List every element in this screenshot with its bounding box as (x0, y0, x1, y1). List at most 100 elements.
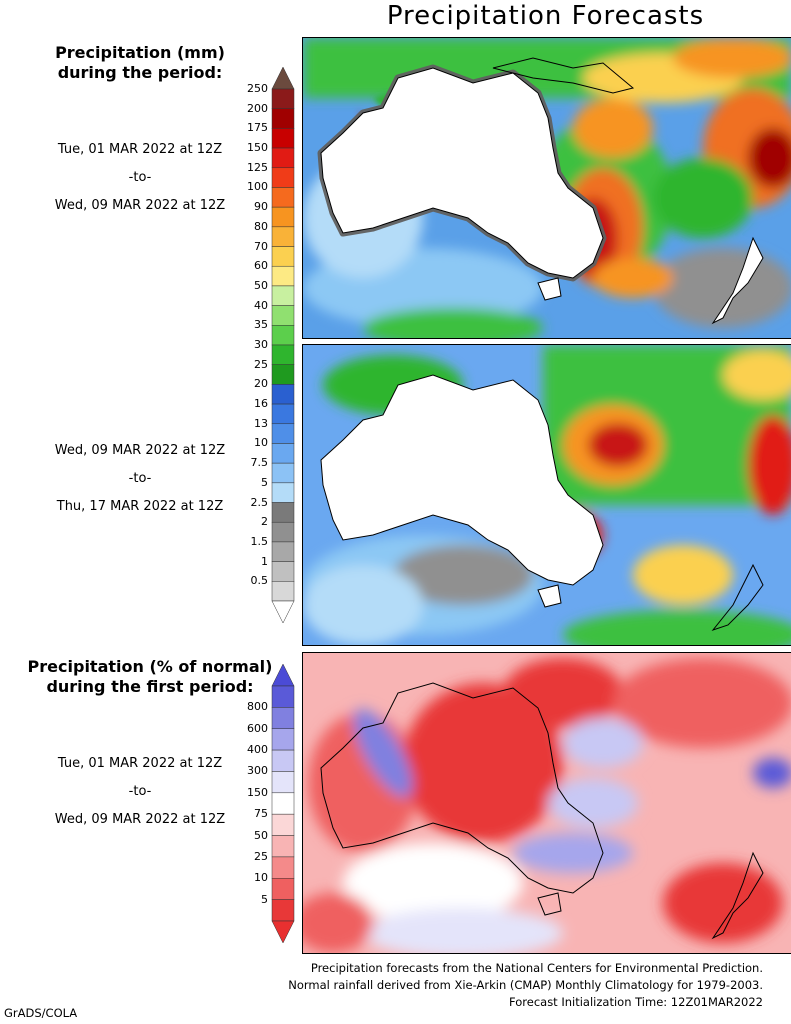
pct-colorbar-box (271, 813, 295, 836)
pct-colorbar-tick-label: 600 (247, 721, 268, 735)
pct-colorbar-tick-label: 150 (247, 785, 268, 799)
pct-colorbar-graphic (271, 663, 295, 944)
mm-colorbar-box (271, 265, 295, 287)
pct-colorbar-tick-label: 300 (247, 764, 268, 778)
percent-normal-map (302, 652, 791, 954)
mm-colorbar-box (271, 482, 295, 503)
mm-colorbar-tick-label: 125 (247, 160, 268, 174)
period3-end: Wed, 09 MAR 2022 at 12Z (54, 812, 226, 827)
grads-credit: GrADS/COLA (4, 1006, 78, 1020)
pct-colorbar-tick-label: 75 (254, 807, 268, 821)
mm-colorbar-tick-label: 60 (254, 259, 268, 273)
mm-colorbar-box (271, 541, 295, 562)
panel3-heading: Precipitation (% of normal) during the f… (0, 657, 300, 697)
panel1-heading-line1: Precipitation (mm) (55, 43, 225, 62)
mm-colorbar-tick-label: 0.5 (250, 574, 269, 588)
pct-colorbar-tick-label: 25 (254, 849, 268, 863)
pct-colorbar-tick-label: 800 (247, 700, 268, 714)
mm-colorbar-top-cap (271, 66, 295, 90)
mm-colorbar-tick-label: 25 (254, 357, 268, 371)
mm-colorbar-box (271, 88, 295, 109)
mm-colorbar-box (271, 403, 295, 425)
mm-colorbar-box (271, 246, 295, 267)
panel3-heading-line2: during the first period: (46, 677, 254, 696)
mm-colorbar-box (271, 443, 295, 464)
period1-separator: -to- (128, 170, 152, 185)
mm-colorbar-tick-label: 16 (254, 397, 268, 411)
pct-colorbar-box (271, 835, 295, 858)
period2-start: Wed, 09 MAR 2022 at 12Z (54, 443, 226, 458)
footer-line-init-time: Forecast Initialization Time: 12Z01MAR20… (509, 995, 763, 1009)
mm-colorbar-tick-label: 175 (247, 121, 268, 135)
panel3-heading-line1: Precipitation (% of normal) (27, 657, 273, 676)
mm-colorbar-box (271, 364, 295, 385)
precip-map-period2 (302, 344, 791, 646)
period1-start: Tue, 01 MAR 2022 at 12Z (57, 142, 223, 157)
mm-colorbar-tick-label: 50 (254, 278, 268, 292)
period1-end: Wed, 09 MAR 2022 at 12Z (54, 198, 226, 213)
pct-colorbar-box (271, 878, 295, 900)
pct-colorbar-box (271, 856, 295, 879)
mm-colorbar-box (271, 187, 295, 208)
pct-colorbar-box (271, 771, 295, 794)
mm-colorbar-box (271, 561, 295, 582)
pct-colorbar-tick-label: 5 (261, 892, 268, 906)
mm-colorbar-box (271, 108, 295, 129)
mm-colorbar-box (271, 344, 295, 365)
mm-colorbar (271, 66, 295, 624)
mm-colorbar-tick-label: 20 (254, 377, 268, 391)
period3-start: Tue, 01 MAR 2022 at 12Z (57, 756, 223, 771)
mm-colorbar-box (271, 305, 295, 326)
page-title: Precipitation Forecasts (386, 1, 705, 31)
mm-colorbar-tick-label: 30 (254, 338, 268, 351)
mm-colorbar-tick-label: 2 (261, 515, 268, 529)
pct-colorbar (271, 663, 295, 944)
mm-colorbar-box (271, 521, 295, 543)
mm-colorbar-labels: 250 200 175 150 125 100 90 80 70 60 50 40 35 30 25 20 16… (230, 67, 268, 623)
mm-colorbar-tick-label: 7.5 (250, 456, 269, 470)
precip-map-period1 (302, 37, 791, 339)
pct-colorbar-tick-label: 10 (254, 871, 268, 885)
mm-colorbar-box (271, 502, 295, 523)
panel1-heading: Precipitation (mm) during the period: (0, 43, 280, 83)
mm-colorbar-tick-label: 5 (261, 475, 268, 489)
mm-colorbar-box (271, 285, 295, 306)
mm-colorbar-box (271, 128, 295, 149)
pct-colorbar-tick-label: 50 (254, 828, 268, 842)
mm-colorbar-box (271, 581, 295, 602)
mm-colorbar-tick-label: 1 (261, 554, 268, 568)
footer-line-normal: Normal rainfall derived from Xie-Arkin (… (288, 978, 763, 992)
pct-colorbar-box (271, 749, 295, 772)
mm-colorbar-tick-label: 150 (247, 141, 268, 155)
mm-colorbar-box (271, 423, 295, 444)
pct-colorbar-box (271, 728, 295, 751)
mm-colorbar-box (271, 147, 295, 169)
mm-colorbar-bottom-cap (271, 600, 295, 624)
pct-colorbar-top-cap (271, 663, 295, 687)
footer-notes: Precipitation forecasts from the Nationa… (288, 960, 763, 1011)
mm-colorbar-tick-label: 90 (254, 200, 268, 214)
pct-colorbar-box (271, 792, 295, 815)
mm-colorbar-box (271, 167, 295, 188)
mm-colorbar-tick-label: 10 (254, 436, 268, 450)
pct-colorbar-box (271, 707, 295, 729)
mm-colorbar-tick-label: 70 (254, 239, 268, 253)
mm-colorbar-tick-label: 35 (254, 318, 268, 332)
mm-colorbar-tick-label: 1.5 (250, 534, 269, 548)
footer-line-source: Precipitation forecasts from the Nationa… (310, 961, 763, 975)
mm-colorbar-tick-label: 40 (254, 298, 268, 312)
pct-colorbar-box (271, 899, 295, 922)
mm-colorbar-tick-label: 13 (254, 416, 268, 430)
mm-colorbar-box (271, 462, 295, 484)
panel1-heading-line2: during the period: (57, 63, 223, 82)
period3-separator: -to- (128, 784, 152, 799)
mm-colorbar-tick-label: 80 (254, 219, 268, 233)
mm-colorbar-tick-label: 100 (247, 180, 268, 194)
period2-separator: -to- (128, 471, 152, 486)
pct-colorbar-labels: 800 600 400 300 150 75 50 25 10 5 (230, 664, 268, 943)
mm-colorbar-box (271, 325, 295, 346)
mm-colorbar-tick-label: 2.5 (250, 495, 269, 509)
pct-colorbar-tick-label: 400 (247, 743, 268, 757)
period2-end: Thu, 17 MAR 2022 at 12Z (56, 499, 224, 514)
mm-colorbar-tick-label: 200 (247, 101, 268, 115)
